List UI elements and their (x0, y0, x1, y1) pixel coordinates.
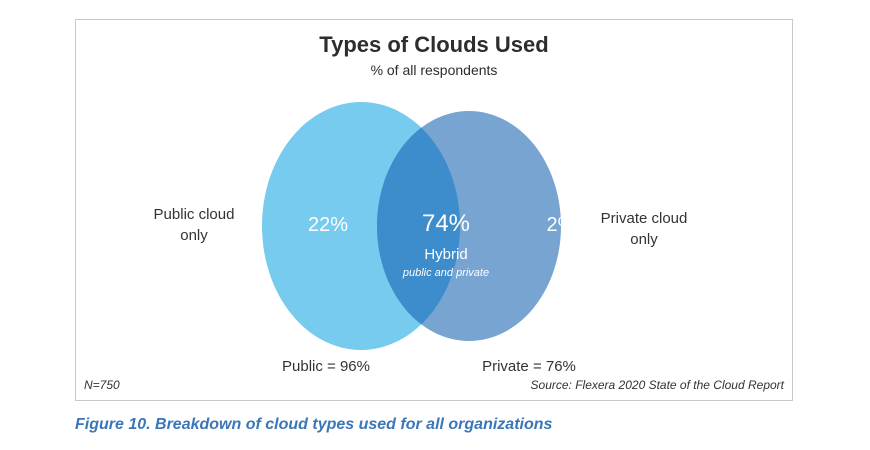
public-total-label: Public = 96% (282, 358, 370, 375)
private-only-value: 2% (547, 214, 576, 236)
private-total-label: Private = 76% (482, 358, 576, 375)
public-only-label-line1: Public cloud (154, 206, 235, 223)
venn-diagram: Public cloud only Private cloud only 22%… (154, 102, 688, 375)
sample-size: N=750 (84, 378, 120, 392)
hybrid-overlap-region (377, 111, 460, 341)
private-only-label-line1: Private cloud (601, 210, 688, 227)
chart-title: Types of Clouds Used (319, 32, 549, 57)
hybrid-sublabel: public and private (402, 267, 489, 279)
chart-subtitle: % of all respondents (370, 62, 498, 78)
hybrid-label: Hybrid (424, 246, 467, 263)
chart-frame: Types of Clouds Used % of all respondent… (75, 19, 793, 401)
source-note: Source: Flexera 2020 State of the Cloud … (530, 378, 784, 392)
public-only-label-line2: only (180, 227, 208, 244)
private-only-label-line2: only (630, 231, 658, 248)
hybrid-value: 74% (422, 210, 470, 237)
public-only-value: 22% (308, 214, 348, 236)
figure-caption: Figure 10. Breakdown of cloud types used… (75, 416, 553, 433)
